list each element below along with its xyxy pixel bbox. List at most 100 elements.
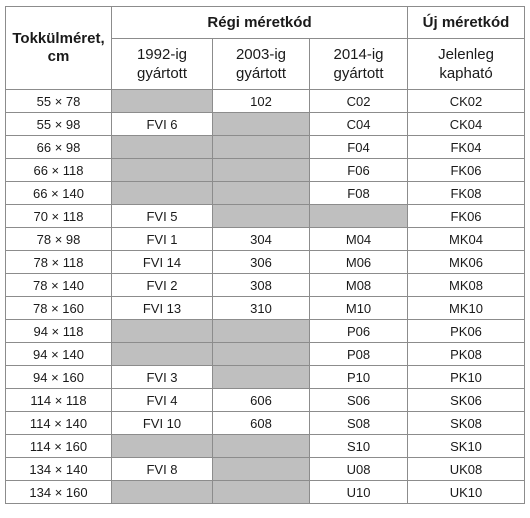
cell-code-1992 (111, 434, 213, 458)
cell-code-2014: U10 (308, 480, 409, 504)
cell-size: 134 × 160 (5, 480, 112, 504)
cell-code-1992: FVI 3 (111, 365, 213, 389)
cell-code-current: FK06 (407, 204, 526, 228)
table-row: 55 × 98 FVI 6 C04 CK04 (5, 112, 526, 136)
cell-code-1992 (111, 342, 213, 366)
cell-code-current: SK08 (407, 411, 526, 435)
header-2003: 2003-ig gyártott (212, 38, 310, 90)
cell-code-2014: U08 (308, 457, 409, 481)
cell-code-2014: S10 (308, 434, 409, 458)
cell-code-current: PK10 (407, 365, 526, 389)
table-row: 70 × 118 FVI 5 FK06 (5, 204, 526, 228)
cell-code-2014: F08 (308, 181, 409, 205)
cell-size: 78 × 118 (5, 250, 112, 274)
cell-code-1992: FVI 10 (111, 411, 213, 435)
cell-size: 114 × 160 (5, 434, 112, 458)
cell-size: 94 × 160 (5, 365, 112, 389)
cell-code-2014: P08 (308, 342, 409, 366)
header-2014-line1: 2014-ig (333, 46, 384, 63)
table-row: 114 × 160 S10 SK10 (5, 434, 526, 458)
cell-code-2014: S08 (308, 411, 409, 435)
cell-code-2003: 308 (212, 273, 310, 297)
cell-code-2014: F04 (308, 135, 409, 159)
header-current-line1: Jelenleg (438, 46, 494, 63)
cell-size: 55 × 78 (5, 89, 112, 113)
cell-size: 114 × 140 (5, 411, 112, 435)
header-2003-line1: 2003-ig (235, 46, 287, 63)
header-old-code: Régi méretkód (110, 6, 409, 39)
cell-code-current: SK10 (407, 434, 526, 458)
cell-code-1992 (111, 319, 213, 343)
cell-code-2014: C04 (308, 112, 409, 136)
table-row: 78 × 140 FVI 2 308 M08 MK08 (5, 273, 526, 297)
header-new-code: Új méretkód (407, 6, 526, 39)
size-code-table: Tokkülméret, cm Régi méretkód Új méretkó… (5, 6, 526, 504)
cell-code-current: FK04 (407, 135, 526, 159)
cell-code-2003: 606 (212, 388, 310, 412)
table-row: 66 × 118 F06 FK06 (5, 158, 526, 182)
cell-code-2014: M04 (308, 227, 409, 251)
cell-code-2003 (212, 135, 310, 159)
cell-size: 94 × 118 (5, 319, 112, 343)
cell-size: 114 × 118 (5, 388, 112, 412)
cell-code-current: FK06 (407, 158, 526, 182)
cell-size: 66 × 98 (5, 135, 112, 159)
header-size-line1: Tokkülméret, (12, 30, 105, 47)
cell-code-2003 (212, 319, 310, 343)
table-row: 94 × 160 FVI 3 P10 PK10 (5, 365, 526, 389)
cell-code-2014: S06 (308, 388, 409, 412)
cell-code-2014: P10 (308, 365, 409, 389)
cell-code-2003 (212, 365, 310, 389)
header-1992-line2: gyártott (136, 65, 188, 82)
cell-code-current: MK04 (407, 227, 526, 251)
table-row: 66 × 98 F04 FK04 (5, 135, 526, 159)
table-header: Tokkülméret, cm Régi méretkód Új méretkó… (5, 6, 526, 90)
cell-code-2003: 310 (212, 296, 310, 320)
cell-size: 94 × 140 (5, 342, 112, 366)
cell-size: 78 × 160 (5, 296, 112, 320)
cell-code-2003 (212, 480, 310, 504)
cell-code-current: FK08 (407, 181, 526, 205)
cell-code-current: PK06 (407, 319, 526, 343)
table-row: 78 × 118 FVI 14 306 M06 MK06 (5, 250, 526, 274)
cell-code-1992: FVI 6 (111, 112, 213, 136)
header-2014: 2014-ig gyártott (308, 38, 409, 90)
cell-code-current: UK10 (407, 480, 526, 504)
header-size: Tokkülméret, cm (5, 6, 112, 90)
cell-code-2014: C02 (308, 89, 409, 113)
cell-code-2014: M06 (308, 250, 409, 274)
table-row: 94 × 118 P06 PK06 (5, 319, 526, 343)
cell-size: 134 × 140 (5, 457, 112, 481)
cell-code-2003 (212, 112, 310, 136)
header-size-line2: cm (47, 48, 70, 65)
table-row: 114 × 140 FVI 10 608 S08 SK08 (5, 411, 526, 435)
cell-code-2014: P06 (308, 319, 409, 343)
cell-code-2003 (212, 204, 310, 228)
cell-size: 66 × 140 (5, 181, 112, 205)
header-current: Jelenleg kapható (407, 38, 526, 90)
cell-code-2014: F06 (308, 158, 409, 182)
header-1992-line1: 1992-ig (136, 46, 188, 63)
cell-code-2014: M08 (308, 273, 409, 297)
header-2014-line2: gyártott (333, 65, 384, 82)
cell-code-1992: FVI 5 (111, 204, 213, 228)
cell-code-current: MK10 (407, 296, 526, 320)
cell-code-2003 (212, 434, 310, 458)
cell-code-1992 (111, 181, 213, 205)
cell-code-2014 (308, 204, 409, 228)
cell-size: 66 × 118 (5, 158, 112, 182)
cell-code-2003: 608 (212, 411, 310, 435)
cell-code-2003: 304 (212, 227, 310, 251)
cell-code-current: UK08 (407, 457, 526, 481)
table-row: 78 × 98 FVI 1 304 M04 MK04 (5, 227, 526, 251)
header-1992: 1992-ig gyártott (111, 38, 213, 90)
table-row: 94 × 140 P08 PK08 (5, 342, 526, 366)
cell-size: 78 × 98 (5, 227, 112, 251)
cell-code-1992 (111, 158, 213, 182)
cell-code-current: PK08 (407, 342, 526, 366)
cell-code-2003 (212, 158, 310, 182)
cell-code-1992 (111, 89, 213, 113)
cell-code-current: SK06 (407, 388, 526, 412)
cell-code-current: MK06 (407, 250, 526, 274)
table-row: 78 × 160 FVI 13 310 M10 MK10 (5, 296, 526, 320)
